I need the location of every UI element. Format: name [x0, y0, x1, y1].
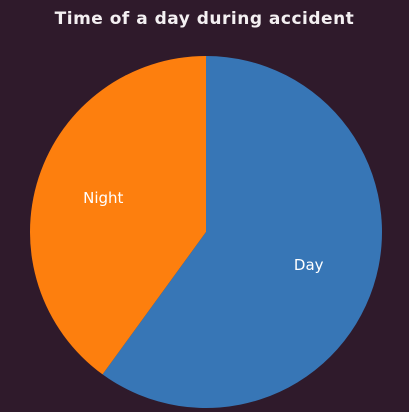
- pie-slice-night[interactable]: [29, 56, 207, 375]
- pie-slice-day[interactable]: [102, 56, 382, 408]
- pie-labels: Day Night: [83, 189, 324, 274]
- pie-label-day: Day: [294, 256, 324, 274]
- pie-label-night: Night: [83, 189, 123, 207]
- pie-slices: [29, 56, 382, 408]
- chart-title: Time of a day during accident: [54, 9, 355, 29]
